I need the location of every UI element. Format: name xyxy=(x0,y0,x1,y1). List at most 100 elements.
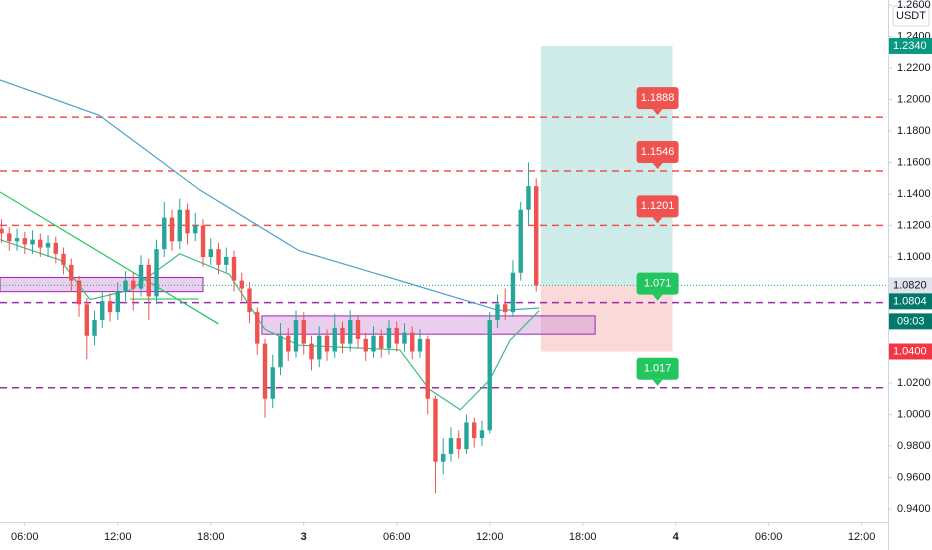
y-tick-label: 0.9600 xyxy=(897,471,931,483)
candle-body xyxy=(169,217,175,242)
candle-body xyxy=(402,332,407,344)
candle-body xyxy=(495,304,500,320)
x-tick-label: 06:00 xyxy=(755,531,783,543)
level-label: 1.1888 xyxy=(641,92,675,104)
candle-body xyxy=(363,338,368,352)
position-loss xyxy=(540,285,673,352)
candle-body xyxy=(138,264,144,289)
candle-body xyxy=(76,280,82,305)
candle-body xyxy=(53,242,58,254)
candle-body xyxy=(208,249,213,257)
y-tick-label: 0.9400 xyxy=(897,503,931,515)
candle-body xyxy=(340,327,345,344)
candle-body xyxy=(526,186,531,210)
candle-body xyxy=(30,239,35,245)
level-label-pointer xyxy=(652,163,663,170)
x-tick-label: 06:00 xyxy=(383,531,411,543)
level-label-pointer xyxy=(652,379,663,386)
candle-body xyxy=(216,249,221,265)
candle-body xyxy=(379,335,384,349)
candle-body xyxy=(371,335,376,352)
level-label: 1.017 xyxy=(644,363,672,375)
price-badge xyxy=(889,277,932,294)
x-tick-label: 12:00 xyxy=(848,531,876,543)
level-label-pointer xyxy=(652,217,663,224)
price-badge-label: 1.2340 xyxy=(893,40,927,52)
candle-body xyxy=(286,335,291,352)
candle-body xyxy=(92,320,97,336)
candle-body xyxy=(324,335,330,352)
candle-body xyxy=(115,291,120,313)
candle-body xyxy=(441,453,446,462)
level-label-pointer xyxy=(652,294,663,301)
currency-box[interactable] xyxy=(892,5,930,27)
y-tick-label: 1.2000 xyxy=(897,93,931,105)
candle-body xyxy=(262,343,268,399)
candle-body xyxy=(270,367,275,399)
candle-body xyxy=(154,249,159,297)
candle-body xyxy=(278,335,283,368)
y-tick-label: 1.1000 xyxy=(897,251,931,263)
y-tick-label: 1.2200 xyxy=(897,62,931,74)
y-tick-label: 1.1800 xyxy=(897,125,931,137)
candle-body xyxy=(7,233,12,242)
candle-body xyxy=(38,239,43,248)
candle-body xyxy=(309,343,314,360)
candle-body xyxy=(317,335,322,360)
x-tick-label: 06:00 xyxy=(11,531,39,543)
countdown-box xyxy=(889,313,932,330)
candle-body xyxy=(425,338,430,399)
candle-body xyxy=(510,272,516,313)
candle-body xyxy=(464,422,469,450)
level-label: 1.1546 xyxy=(641,146,675,158)
candle-body xyxy=(456,438,461,450)
candle-body xyxy=(410,332,415,352)
candle-body xyxy=(123,280,128,292)
x-tick-label: 12:00 xyxy=(104,531,132,543)
x-tick-label: 3 xyxy=(301,531,307,543)
candle-body xyxy=(433,398,438,462)
candle-body xyxy=(301,320,306,344)
candle-body xyxy=(177,209,182,242)
currency: USDT xyxy=(896,10,926,22)
candle-body xyxy=(448,438,454,454)
candle-body xyxy=(293,320,299,352)
candle-body xyxy=(193,225,198,234)
zone xyxy=(0,276,204,293)
candle-body xyxy=(247,288,252,313)
candle-body xyxy=(61,253,66,265)
position-profit xyxy=(540,45,673,286)
price-badge-label: 1.0820 xyxy=(893,279,927,291)
countdown: 09:03 xyxy=(897,315,925,327)
level-label-pointer xyxy=(652,109,663,116)
price-badge-label: 1.0804 xyxy=(893,295,927,307)
y-tick-label: 0.9800 xyxy=(897,440,931,452)
y-tick-label: 1.0000 xyxy=(897,408,931,420)
y-tick-label: 1.1200 xyxy=(897,219,931,231)
candle-body xyxy=(14,238,20,242)
candle-body xyxy=(417,338,423,352)
y-tick-label: 1.2600 xyxy=(897,0,931,11)
indicator-line xyxy=(0,191,219,325)
level-label-box xyxy=(636,87,679,110)
level-label-box xyxy=(636,272,679,295)
candle-body xyxy=(255,312,260,344)
candle-body xyxy=(22,238,27,245)
candle-body xyxy=(386,327,392,349)
price-badge xyxy=(889,37,932,54)
level-label: 1.071 xyxy=(644,278,672,290)
y-tick-label: 1.1600 xyxy=(897,156,931,168)
y-tick-label: 1.0200 xyxy=(897,377,931,389)
candle-body xyxy=(45,242,51,248)
candle-body xyxy=(518,209,523,273)
zone xyxy=(261,315,596,335)
candle-body xyxy=(84,304,89,336)
candle-body xyxy=(355,320,361,339)
candle-body xyxy=(146,264,151,297)
candle-body xyxy=(224,257,229,265)
candle-body xyxy=(162,217,167,250)
candle-body xyxy=(231,257,237,281)
candle-body xyxy=(472,422,477,439)
candle-body xyxy=(487,320,492,431)
